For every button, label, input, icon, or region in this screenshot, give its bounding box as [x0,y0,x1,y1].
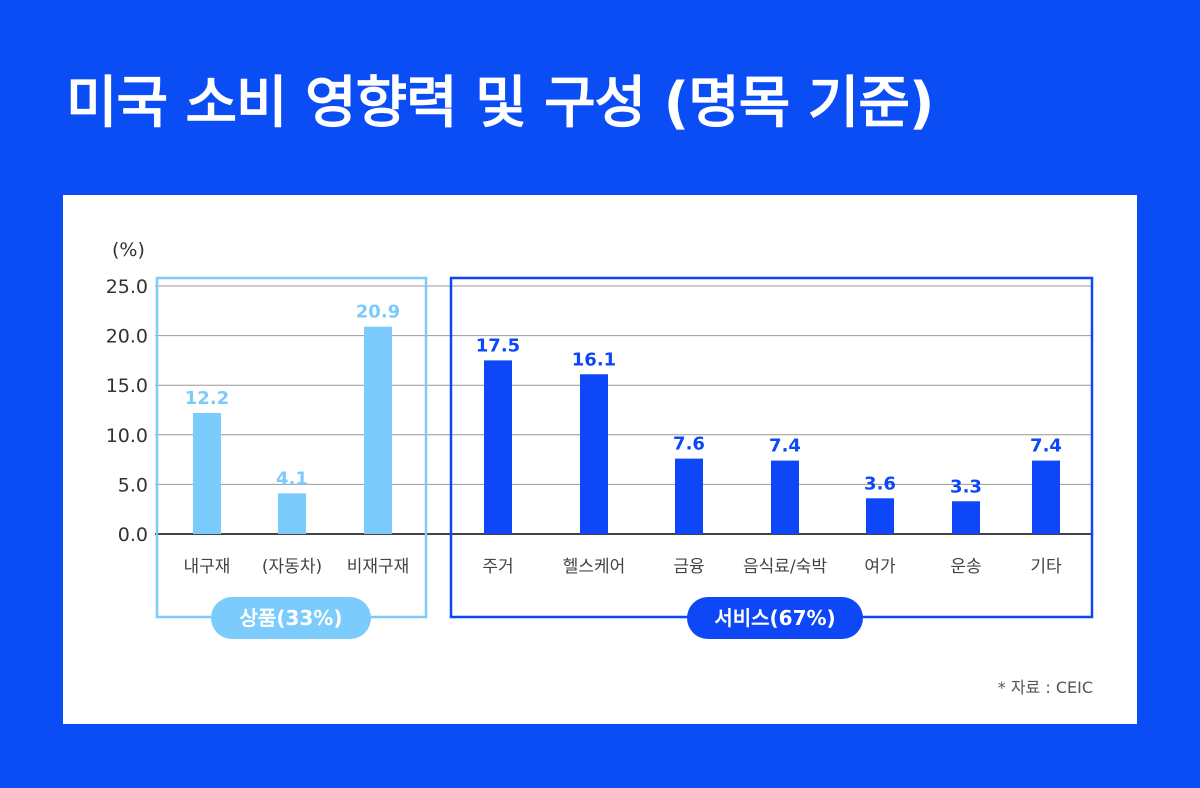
data-label: 7.4 [769,436,801,457]
bar [771,460,799,534]
bar [580,374,608,534]
x-tick-label: 헬스케어 [563,557,626,577]
x-tick-label: 여가 [864,557,896,577]
bar [675,458,703,534]
x-tick-label: 내구재 [184,557,231,577]
y-axis-label: (%) [112,239,145,261]
x-tick-label: 금융 [673,557,704,577]
group-pill [211,597,371,639]
data-label: 7.6 [673,434,705,455]
bar [364,326,392,534]
data-label: 3.3 [950,476,982,497]
data-label: 4.1 [276,468,308,489]
bar [1032,460,1060,534]
data-label: 7.4 [1030,436,1062,457]
y-tick-label: 5.0 [118,474,148,496]
y-tick-label: 0.0 [118,524,148,546]
data-label: 12.2 [185,388,229,409]
bar [278,493,306,534]
y-tick-label: 10.0 [106,425,148,447]
group-pill [687,597,863,639]
x-tick-label: 기타 [1030,557,1062,577]
data-label: 17.5 [476,335,520,356]
y-tick-label: 25.0 [106,276,148,298]
bar [866,498,894,534]
data-label: 20.9 [356,302,400,323]
x-tick-label: 음식료/숙박 [743,557,827,577]
data-label: 3.6 [864,473,896,494]
source-note: * 자료 : CEIC [998,678,1093,697]
y-tick-label: 15.0 [106,375,148,397]
x-tick-label: 비재구재 [347,557,410,577]
bar [193,412,221,534]
group-pill-label: 상품(33%) [240,606,343,630]
group-pill-label: 서비스(67%) [714,606,835,630]
bar [952,501,980,534]
bar [484,360,512,534]
x-tick-label: 주거 [482,557,513,577]
x-tick-label: (자동차) [262,557,322,577]
data-label: 16.1 [572,349,616,370]
x-tick-label: 운송 [950,557,981,577]
y-tick-label: 20.0 [106,326,148,348]
page-title: 미국 소비 영향력 및 구성 (명목 기준) [66,71,934,136]
